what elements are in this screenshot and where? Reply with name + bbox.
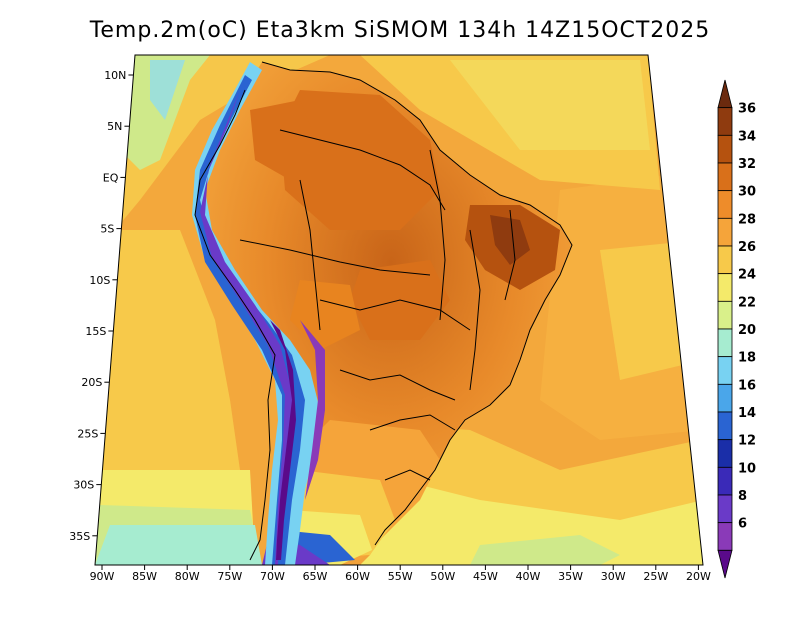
colorbar-swatch bbox=[717, 466, 733, 496]
lon-label: 55W bbox=[388, 570, 413, 583]
lat-label: 20S bbox=[81, 376, 102, 389]
colorbar-swatch bbox=[717, 134, 733, 164]
colorbar-swatch bbox=[717, 190, 733, 219]
lon-label: 75W bbox=[217, 570, 242, 583]
lat-label: 5S bbox=[100, 223, 114, 236]
lon-label: 40W bbox=[516, 570, 541, 583]
lon-label: 65W bbox=[303, 570, 328, 583]
lat-label: 35S bbox=[69, 530, 90, 543]
colorbar-label: 14 bbox=[738, 406, 756, 421]
colorbar-label: 12 bbox=[738, 434, 756, 449]
latitude-axis: 10N 5N EQ 5S 10S 15S 20S 25S 30S 35S bbox=[69, 69, 134, 543]
lon-label: 50W bbox=[430, 570, 455, 583]
lon-label: 60W bbox=[345, 570, 370, 583]
colorbar-label: 20 bbox=[738, 323, 756, 338]
map-frame bbox=[94, 54, 704, 566]
map-title: Temp.2m(oC) Eta3km SiSMOM 134h 14Z15OCT2… bbox=[89, 18, 711, 43]
colorbar-arrow-top bbox=[717, 79, 733, 109]
colorbar-swatch bbox=[717, 245, 733, 275]
colorbar-swatch bbox=[717, 107, 733, 136]
country-borders bbox=[194, 61, 573, 561]
colorbar-label: 28 bbox=[738, 212, 756, 227]
lon-label: 85W bbox=[132, 570, 157, 583]
colorbar-label: 34 bbox=[738, 129, 756, 144]
lon-label: 90W bbox=[90, 570, 115, 583]
colorbar-label: 8 bbox=[738, 489, 747, 504]
colorbar-label: 10 bbox=[738, 461, 756, 476]
lat-label: 10S bbox=[89, 274, 110, 287]
lon-label: 35W bbox=[558, 570, 583, 583]
colorbar-label: 26 bbox=[738, 240, 756, 255]
colorbar-label: 36 bbox=[738, 102, 756, 117]
lon-label: 80W bbox=[175, 570, 200, 583]
colorbar-swatch bbox=[717, 328, 733, 358]
lat-label: 10N bbox=[104, 69, 126, 82]
colorbar: 36 34 32 30 28 26 24 22 20 18 16 14 12 10 8 6 bbox=[717, 79, 756, 579]
colorbar-swatch bbox=[717, 300, 733, 330]
colorbar-swatch bbox=[717, 411, 733, 441]
colorbar-swatch bbox=[717, 217, 733, 247]
lat-label: 25S bbox=[77, 427, 98, 440]
colorbar-swatch bbox=[717, 356, 733, 385]
colorbar-label: 30 bbox=[738, 185, 756, 200]
lat-label: 30S bbox=[73, 479, 94, 492]
colorbar-swatch bbox=[717, 162, 733, 192]
colorbar-swatch bbox=[717, 494, 733, 524]
lat-label: 15S bbox=[85, 325, 106, 338]
colorbar-swatch bbox=[717, 522, 733, 551]
lon-label: 25W bbox=[643, 570, 668, 583]
colorbar-label: 18 bbox=[738, 351, 756, 366]
colorbar-label: 32 bbox=[738, 157, 756, 172]
colorbar-label: 16 bbox=[738, 378, 756, 393]
colorbar-label: 24 bbox=[738, 268, 756, 283]
map-domain bbox=[95, 55, 703, 565]
colorbar-arrow-bottom bbox=[717, 549, 733, 579]
colorbar-swatch bbox=[717, 439, 733, 468]
lon-label: 30W bbox=[601, 570, 626, 583]
lat-label: 5N bbox=[107, 120, 122, 133]
lon-label: 20W bbox=[686, 570, 711, 583]
lon-label: 45W bbox=[473, 570, 498, 583]
colorbar-label: 22 bbox=[738, 295, 756, 310]
colorbar-label: 6 bbox=[738, 517, 747, 532]
colorbar-swatch bbox=[717, 273, 733, 302]
longitude-axis: 90W 85W 80W 75W 70W 65W 60W 55W 50W 45W 40W 35W 30W 2… bbox=[90, 565, 711, 583]
colorbar-swatch bbox=[717, 383, 733, 413]
lat-label: EQ bbox=[103, 171, 119, 184]
lon-label: 70W bbox=[260, 570, 285, 583]
